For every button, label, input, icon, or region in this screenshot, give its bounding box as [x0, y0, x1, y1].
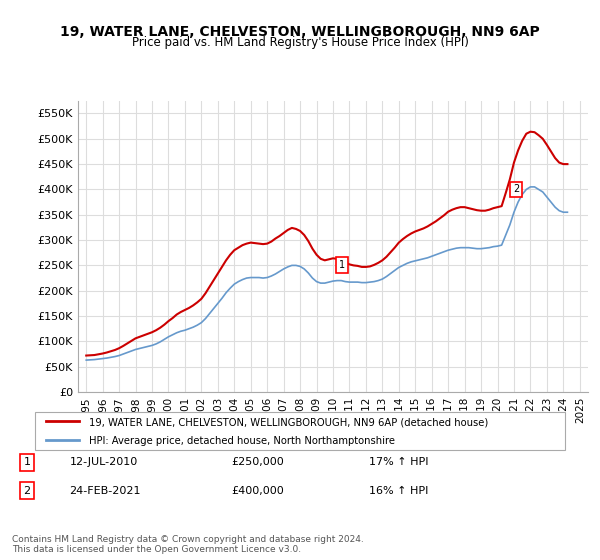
Text: 2: 2	[514, 184, 520, 194]
FancyBboxPatch shape	[35, 412, 565, 450]
Text: HPI: Average price, detached house, North Northamptonshire: HPI: Average price, detached house, Nort…	[89, 436, 395, 446]
Text: 1: 1	[338, 260, 345, 270]
Text: Contains HM Land Registry data © Crown copyright and database right 2024.
This d: Contains HM Land Registry data © Crown c…	[12, 535, 364, 554]
Text: 2: 2	[23, 486, 31, 496]
Text: 1: 1	[23, 458, 31, 468]
Text: £400,000: £400,000	[231, 486, 284, 496]
Text: 19, WATER LANE, CHELVESTON, WELLINGBOROUGH, NN9 6AP (detached house): 19, WATER LANE, CHELVESTON, WELLINGBOROU…	[89, 418, 488, 428]
Text: Price paid vs. HM Land Registry's House Price Index (HPI): Price paid vs. HM Land Registry's House …	[131, 36, 469, 49]
Text: 24-FEB-2021: 24-FEB-2021	[70, 486, 141, 496]
Text: 17% ↑ HPI: 17% ↑ HPI	[369, 458, 428, 468]
Text: £250,000: £250,000	[231, 458, 284, 468]
Text: 16% ↑ HPI: 16% ↑ HPI	[369, 486, 428, 496]
Text: 19, WATER LANE, CHELVESTON, WELLINGBOROUGH, NN9 6AP: 19, WATER LANE, CHELVESTON, WELLINGBOROU…	[60, 25, 540, 39]
Text: 12-JUL-2010: 12-JUL-2010	[70, 458, 138, 468]
